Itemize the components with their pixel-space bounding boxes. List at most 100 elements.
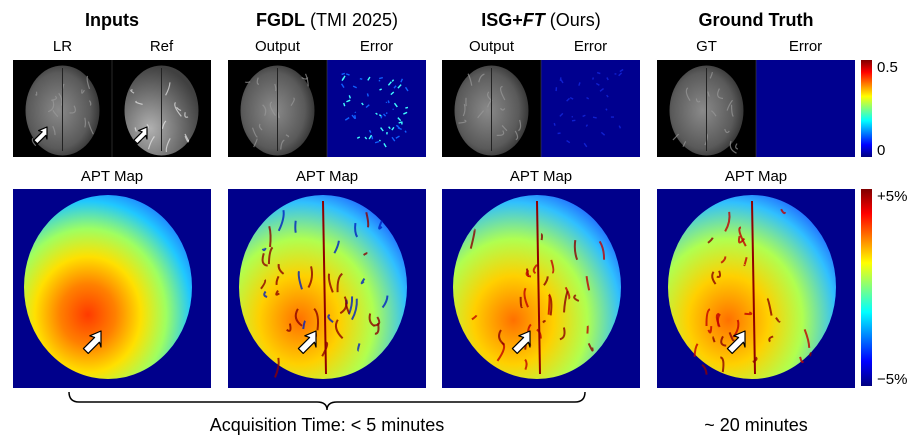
error-speckle bbox=[585, 124, 589, 127]
apt-streak bbox=[368, 313, 376, 327]
apt-streak bbox=[268, 226, 272, 248]
error-speckle bbox=[395, 135, 400, 139]
map-label: APT Map bbox=[725, 168, 787, 185]
error-speckle bbox=[618, 72, 623, 77]
sulcus bbox=[277, 111, 280, 119]
error-speckle bbox=[398, 121, 402, 124]
sulcus bbox=[161, 120, 167, 129]
error-speckle bbox=[404, 130, 407, 133]
error-speckle bbox=[352, 85, 357, 89]
sulcus bbox=[262, 104, 267, 116]
error-speckle bbox=[387, 81, 392, 86]
apt-streak bbox=[260, 279, 267, 290]
sulcus bbox=[462, 103, 466, 117]
sulcus bbox=[51, 95, 57, 101]
sulcus bbox=[499, 85, 506, 101]
error-speckle bbox=[351, 114, 356, 120]
sulcus bbox=[184, 112, 189, 118]
sulcus bbox=[726, 99, 733, 111]
error-speckle bbox=[361, 102, 364, 106]
apt-streak bbox=[752, 356, 758, 363]
apt-streak bbox=[275, 290, 280, 296]
apt-map bbox=[239, 195, 407, 379]
apt-streak bbox=[363, 252, 368, 256]
panel-label: Error bbox=[360, 38, 393, 55]
panel-label: LR bbox=[53, 38, 72, 55]
map-label: APT Map bbox=[296, 168, 358, 185]
error-speckle bbox=[559, 112, 564, 117]
colorbar-max: +5% bbox=[877, 188, 907, 205]
error-map bbox=[541, 60, 640, 157]
apt-streak bbox=[559, 327, 566, 341]
apt-streak bbox=[297, 271, 303, 290]
arrow bbox=[297, 330, 317, 354]
apt-streak bbox=[563, 290, 569, 313]
sulcus bbox=[165, 82, 171, 96]
bracket bbox=[68, 391, 586, 411]
panel-label: Ref bbox=[150, 38, 174, 55]
arrow bbox=[82, 330, 102, 354]
error-speckle bbox=[383, 113, 387, 117]
error-speckle bbox=[566, 139, 571, 144]
sulcus bbox=[58, 92, 63, 106]
apt-streak bbox=[261, 247, 267, 252]
sulcus bbox=[496, 130, 505, 136]
apt-streak bbox=[263, 290, 268, 298]
sulcus bbox=[88, 100, 92, 106]
arrow bbox=[133, 126, 148, 145]
apt-streak bbox=[711, 271, 717, 285]
colorbar bbox=[861, 189, 872, 386]
apt-map bbox=[24, 195, 192, 379]
error-speckle bbox=[380, 115, 383, 119]
colorbar-max: 0.5 bbox=[877, 59, 898, 76]
column-title: Inputs bbox=[85, 10, 139, 30]
apt-streak bbox=[286, 323, 292, 332]
apt-streak bbox=[738, 226, 747, 247]
panel-label: Output bbox=[255, 38, 301, 55]
map-label: APT Map bbox=[510, 168, 572, 185]
apt-streak bbox=[267, 246, 274, 265]
error-speckle bbox=[368, 129, 372, 133]
sulcus bbox=[135, 100, 143, 105]
sulcus bbox=[87, 121, 94, 135]
apt-streak bbox=[339, 296, 348, 315]
sulcus bbox=[69, 105, 76, 114]
error-speckle bbox=[375, 112, 378, 116]
apt-streak bbox=[373, 316, 381, 327]
sulcus bbox=[458, 119, 467, 124]
error-speckle bbox=[341, 77, 345, 82]
sulcus bbox=[730, 104, 734, 117]
sulcus bbox=[81, 89, 85, 94]
apt-midline bbox=[536, 200, 541, 375]
apt-streak bbox=[564, 286, 571, 300]
apt-streak bbox=[333, 240, 340, 254]
sulcus bbox=[251, 127, 258, 138]
title-part: Inputs bbox=[85, 10, 139, 30]
sulcus bbox=[52, 110, 59, 118]
error-speckle bbox=[368, 134, 373, 140]
acquisition-time: Acquisition Time: < 5 minutes bbox=[210, 415, 445, 435]
arrow bbox=[726, 330, 746, 354]
apt-streak bbox=[716, 313, 721, 327]
sulcus bbox=[735, 143, 739, 150]
sulcus bbox=[501, 125, 508, 132]
error-speckle bbox=[606, 94, 609, 98]
sulcus bbox=[130, 89, 135, 94]
apt-streak bbox=[775, 317, 781, 323]
apt-streak bbox=[275, 275, 280, 286]
error-speckle bbox=[365, 104, 370, 109]
apt-streak bbox=[707, 237, 714, 244]
error-speckle bbox=[340, 83, 345, 88]
sulcus bbox=[717, 88, 724, 100]
apt-streak bbox=[525, 269, 532, 278]
error-speckle bbox=[599, 88, 604, 92]
sulcus bbox=[301, 76, 309, 80]
apt-streak bbox=[707, 326, 713, 334]
sulcus bbox=[729, 140, 737, 154]
apt-streak bbox=[354, 222, 359, 238]
sulcus bbox=[134, 127, 137, 132]
sulcus bbox=[47, 99, 55, 113]
column-title: ISG+FT (Ours) bbox=[481, 10, 601, 30]
error-speckle bbox=[592, 77, 595, 80]
